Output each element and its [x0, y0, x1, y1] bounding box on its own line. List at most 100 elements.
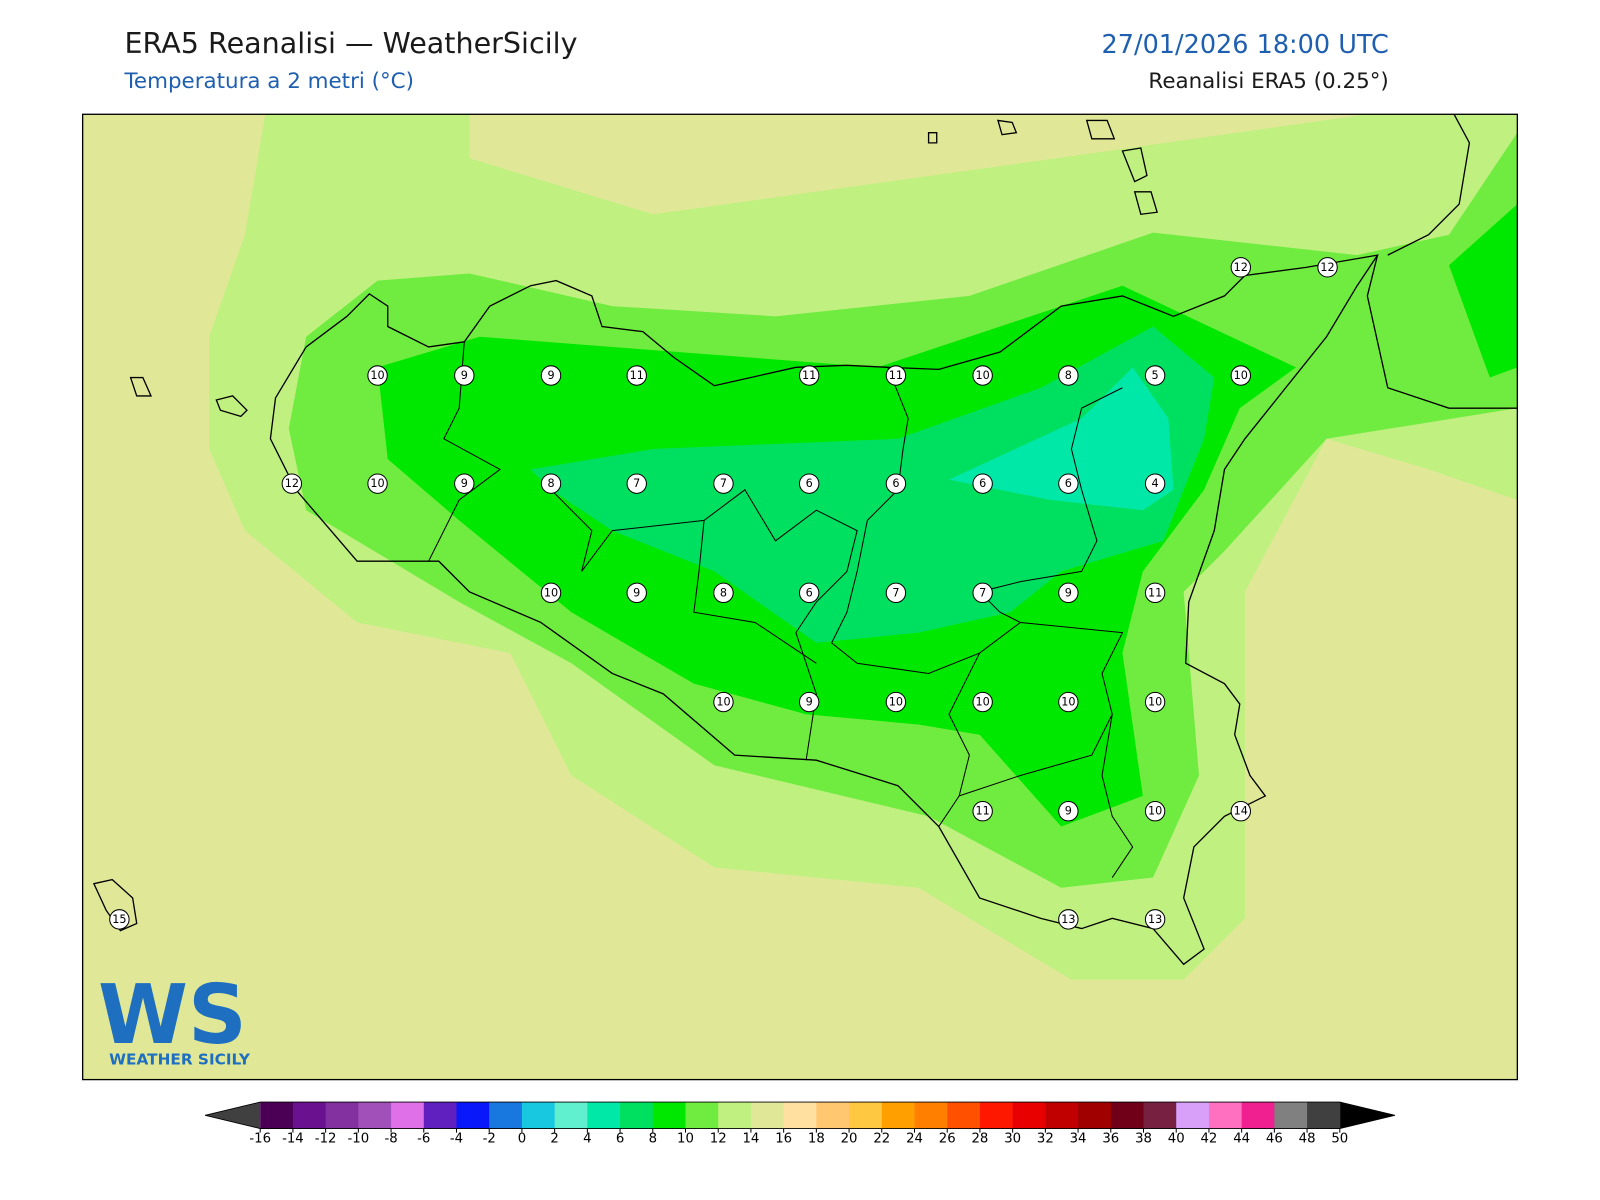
colorbar-tick-label: 46: [1266, 1131, 1283, 1146]
station-marker: [626, 365, 647, 386]
station-marker: [1058, 909, 1079, 930]
colorbar-bin: [750, 1102, 785, 1129]
title: ERA5 Reanalisi — WeatherSicily: [124, 26, 577, 60]
station-marker: [454, 365, 475, 386]
station-marker: [798, 365, 820, 386]
colorbar-bin: [521, 1102, 556, 1129]
colorbar-bin: [1176, 1102, 1210, 1129]
station: 10: [713, 691, 734, 713]
station-marker: [972, 473, 993, 494]
station-value: 10: [1148, 696, 1162, 709]
station: 13: [1058, 909, 1079, 930]
colorbar-bin: [947, 1102, 981, 1129]
station: 10: [1144, 801, 1166, 822]
station-value: 10: [1061, 696, 1075, 709]
station: 10: [972, 365, 993, 386]
station-marker: [367, 473, 388, 494]
station: 10: [367, 365, 388, 386]
station: 9: [454, 473, 475, 494]
colorbar-tick-label: 36: [1102, 1131, 1119, 1146]
station-marker: [626, 582, 647, 604]
station: 7: [885, 582, 907, 604]
station: 10: [1058, 691, 1079, 713]
colorbar-tick-label: 12: [710, 1131, 727, 1146]
logo: WS WEATHER SICILY: [98, 968, 251, 1068]
colorbar-bin: [816, 1102, 850, 1129]
colorbar-tick-label: -4: [450, 1131, 463, 1146]
colorbar-tick-label: 48: [1299, 1131, 1316, 1146]
station-value: 13: [1148, 913, 1162, 926]
station-marker: [1144, 582, 1166, 604]
station-value: 9: [806, 696, 813, 709]
colorbar-bin: [260, 1102, 294, 1129]
station: 6: [798, 473, 820, 494]
station-value: 8: [547, 477, 554, 490]
station-marker: [367, 365, 388, 386]
station-marker: [109, 909, 130, 930]
colorbar-bin: [914, 1102, 948, 1129]
colorbar-bin: [1045, 1102, 1079, 1129]
colorbar-tick-label: -2: [483, 1131, 496, 1146]
station-marker: [1058, 582, 1079, 604]
station-value: 6: [806, 586, 813, 599]
station-marker: [1058, 365, 1079, 386]
colorbar-over: [1339, 1102, 1395, 1129]
station-marker: [1144, 473, 1166, 494]
station-marker: [972, 365, 993, 386]
station-marker: [972, 801, 993, 822]
station-value: 11: [630, 369, 644, 382]
station: 15: [109, 909, 130, 930]
station-value: 7: [979, 586, 986, 599]
colorbar-bin: [1307, 1102, 1341, 1129]
colorbar-bin: [1143, 1102, 1177, 1129]
colorbar-tick-label: -10: [348, 1131, 370, 1146]
station-marker: [1144, 365, 1166, 386]
station: 12: [1230, 257, 1252, 278]
station-value: 15: [112, 913, 126, 926]
station-marker: [540, 473, 562, 494]
station-marker: [885, 365, 907, 386]
station-value: 8: [1065, 369, 1072, 382]
colorbar-bin: [587, 1102, 621, 1129]
colorbar-tick-label: 38: [1135, 1131, 1152, 1146]
station: 7: [626, 473, 647, 494]
field-4-6: [948, 367, 1174, 511]
station-value: 4: [1152, 477, 1159, 490]
colorbar: -16 -14 -12 -10 -8 -6 -4 -2 0 2 4 6 8 10 12 14 16 18 20 22 2…: [205, 1101, 1395, 1146]
station-value: 12: [1234, 261, 1248, 274]
station-marker: [540, 582, 562, 604]
station-value: 11: [976, 805, 990, 818]
station-marker: [972, 691, 993, 713]
station-value: 9: [1065, 586, 1072, 599]
station-marker: [1144, 691, 1166, 713]
colorbar-tick-label: 50: [1331, 1131, 1348, 1146]
sicily-coast: [269, 254, 1379, 966]
station: 11: [972, 801, 993, 822]
station-value: 10: [889, 696, 903, 709]
station-value: 9: [1065, 805, 1072, 818]
station-value: 6: [892, 477, 899, 490]
station-value: 12: [1320, 261, 1334, 274]
calabria-coast: [1366, 114, 1518, 409]
station-marker: [798, 582, 820, 604]
colorbar-tick-label: 6: [616, 1131, 624, 1146]
colorbar-bin: [783, 1102, 817, 1129]
colorbar-bin: [718, 1102, 752, 1129]
colorbar-tick-label: 22: [873, 1131, 890, 1146]
colorbar-bin: [849, 1102, 883, 1129]
station-marker: [798, 691, 820, 713]
colorbar-bin: [1274, 1102, 1308, 1129]
logo-mark: WS: [98, 968, 247, 1063]
colorbar-tick-label: 44: [1233, 1131, 1250, 1146]
subtitle: Temperatura a 2 metri (°C): [123, 69, 413, 94]
field-6-8: [530, 326, 1215, 643]
station: 12: [281, 473, 303, 494]
station: 10: [885, 691, 907, 713]
colorbar-bin: [358, 1102, 392, 1129]
station: 9: [540, 365, 562, 386]
coastline: [92, 114, 1518, 966]
colorbar-tick-label: 20: [841, 1131, 858, 1146]
station-marker: [281, 473, 303, 494]
station: 11: [798, 365, 820, 386]
